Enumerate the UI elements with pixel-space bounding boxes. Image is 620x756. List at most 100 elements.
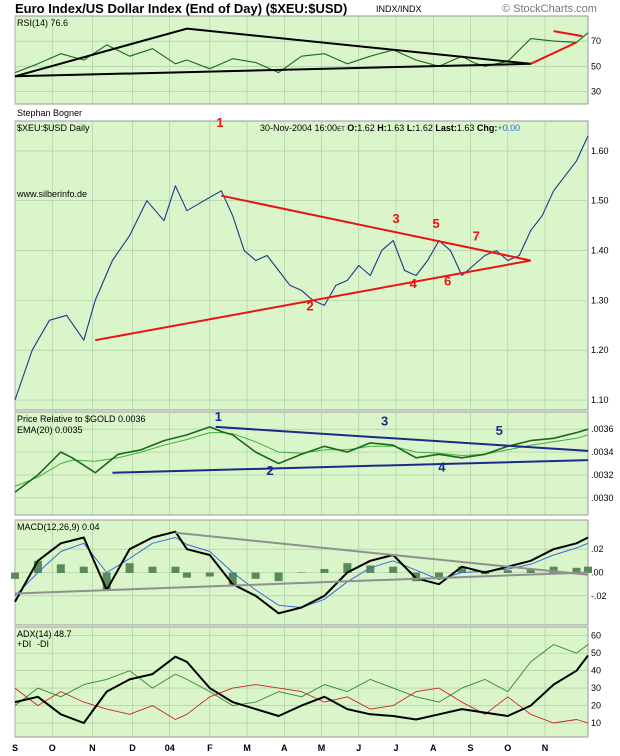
- adx-tick-label: 60: [591, 631, 601, 641]
- x-axis-label-9: J: [356, 743, 361, 753]
- stats-chg-label: Chg:: [477, 123, 498, 133]
- stats-chg: +0.00: [497, 123, 520, 133]
- price-trendline-0: [95, 259, 531, 342]
- rsi-label: RSI(14) 76.6: [17, 18, 68, 28]
- macd-histogram-bar: [148, 566, 157, 573]
- ratio-wave-label-2: 2: [266, 463, 273, 478]
- macd-tick-label: -.02: [591, 591, 607, 601]
- x-axis-label-12: S: [468, 743, 474, 753]
- macd-histogram-bar: [343, 563, 352, 573]
- macd-histogram-bar: [584, 566, 592, 573]
- copyright-label: © StockCharts.com: [502, 3, 597, 15]
- macd-histogram-bar: [274, 572, 283, 582]
- rsi-trendline-3: [553, 30, 583, 38]
- macd-histogram-bar: [251, 572, 260, 579]
- x-axis-label-2: N: [89, 743, 96, 753]
- x-axis-label-5: F: [207, 743, 213, 753]
- macd-histogram-bar: [526, 569, 535, 573]
- price-tick-label: 1.50: [591, 196, 609, 206]
- ratio-wave-label-4: 4: [438, 460, 446, 475]
- macd-tick-label: .02: [591, 544, 604, 554]
- macd-histogram-bar: [572, 567, 581, 573]
- x-axis-label-11: A: [430, 743, 437, 753]
- ratio-wave-label-3: 3: [381, 414, 388, 429]
- price-wave-label-5: 5: [433, 216, 440, 231]
- website-label: www.silberinfo.de: [16, 189, 87, 199]
- macd-histogram-bar: [457, 566, 466, 573]
- ratio-wave-label-5: 5: [496, 423, 503, 438]
- ratio-series-line: [14, 426, 589, 493]
- price-trendline-1: [221, 194, 531, 262]
- price-tick-label: 1.20: [591, 345, 609, 355]
- stats-low: 1.62: [415, 123, 435, 133]
- macd-histogram-bar: [228, 572, 237, 585]
- rsi-tick-label: 70: [591, 36, 601, 46]
- ratio-tick-label: .0030: [591, 493, 614, 503]
- macd-histogram-bar: [79, 566, 88, 573]
- price-series-line: [14, 135, 589, 401]
- adx-minus-di-line: [14, 684, 589, 724]
- macd-histogram-bar: [125, 563, 134, 573]
- rsi-tick-label: 50: [591, 61, 601, 71]
- macd-histogram-bar: [503, 570, 512, 573]
- macd-histogram-bar: [11, 572, 19, 579]
- stats-tz: ET: [337, 127, 345, 133]
- ratio-tick-label: .0036: [591, 424, 614, 434]
- x-axis-label-3: D: [129, 743, 136, 753]
- x-axis-label-10: J: [394, 743, 399, 753]
- x-axis-label-6: M: [243, 743, 251, 753]
- ratio-trendline-0: [112, 459, 589, 474]
- price-wave-label-7: 7: [473, 229, 480, 244]
- macd-histogram-bar: [205, 572, 214, 577]
- x-axis-label-14: N: [542, 743, 549, 753]
- rsi-trendline-2: [530, 41, 577, 65]
- macd-trendline-0: [175, 531, 589, 576]
- adx-tick-label: 50: [591, 648, 601, 658]
- price-wave-label-4: 4: [410, 276, 418, 291]
- macd-histogram-bar: [366, 565, 375, 573]
- macd-histogram-bar: [389, 566, 398, 573]
- stats-last-label: Last:: [435, 123, 457, 133]
- macd-histogram-bar: [435, 572, 444, 578]
- adx-tick-label: 10: [591, 718, 601, 728]
- ratio-tick-label: .0034: [591, 447, 614, 457]
- rsi-tick-label: 30: [591, 86, 601, 96]
- price-wave-label-3: 3: [392, 211, 399, 226]
- stats-high: 1.63: [387, 123, 407, 133]
- macd-histogram-bar: [33, 560, 42, 573]
- price-tick-label: 1.30: [591, 295, 609, 305]
- rsi-trendline-0: [14, 27, 531, 78]
- x-axis-label-0: S: [12, 743, 18, 753]
- price-marker-1: 1: [216, 115, 223, 130]
- macd-histogram-bar: [549, 566, 558, 573]
- price-label: $XEU:$USD Daily: [17, 123, 90, 133]
- price-wave-label-2: 2: [306, 298, 313, 313]
- macd-trendline-1: [14, 571, 589, 595]
- macd-histogram-bar: [182, 572, 191, 578]
- chart-layers: 70 50 30 RSI(14) 76.6 1.60 1.50 1.40 1.30 1.20 1.…: [11, 15, 614, 753]
- stats-date: 30-Nov-2004 16:00: [260, 123, 337, 133]
- macd-histogram-bar: [412, 572, 421, 582]
- stats-low-label: L:: [407, 123, 416, 133]
- adx-label: ADX(14) 48.7: [17, 629, 72, 639]
- x-axis-label-8: M: [318, 743, 326, 753]
- rsi-trendline-1: [14, 62, 531, 78]
- ratio-ema-label: EMA(20) 0.0035: [17, 425, 83, 435]
- ratio-tick-label: .0032: [591, 470, 614, 480]
- x-axis-label-4: 04: [165, 743, 175, 753]
- stats-open-label: O:: [347, 123, 357, 133]
- adx-panel-bg: [14, 626, 589, 738]
- adx-tick-label: 20: [591, 701, 601, 711]
- x-axis-label-13: O: [504, 743, 511, 753]
- x-axis-label-1: O: [49, 743, 56, 753]
- ratio-label: Price Relative to $GOLD 0.0036: [17, 414, 146, 424]
- macd-histogram-bar: [102, 572, 111, 591]
- stats-open: 1.62: [357, 123, 377, 133]
- macd-tick-label: .00: [591, 568, 604, 578]
- macd-histogram-bar: [320, 569, 329, 573]
- adx-plus-di-line: [14, 644, 589, 707]
- macd-histogram-bar: [171, 566, 180, 573]
- exchange-label: INDX/INDX: [376, 4, 422, 14]
- price-tick-label: 1.10: [591, 395, 609, 405]
